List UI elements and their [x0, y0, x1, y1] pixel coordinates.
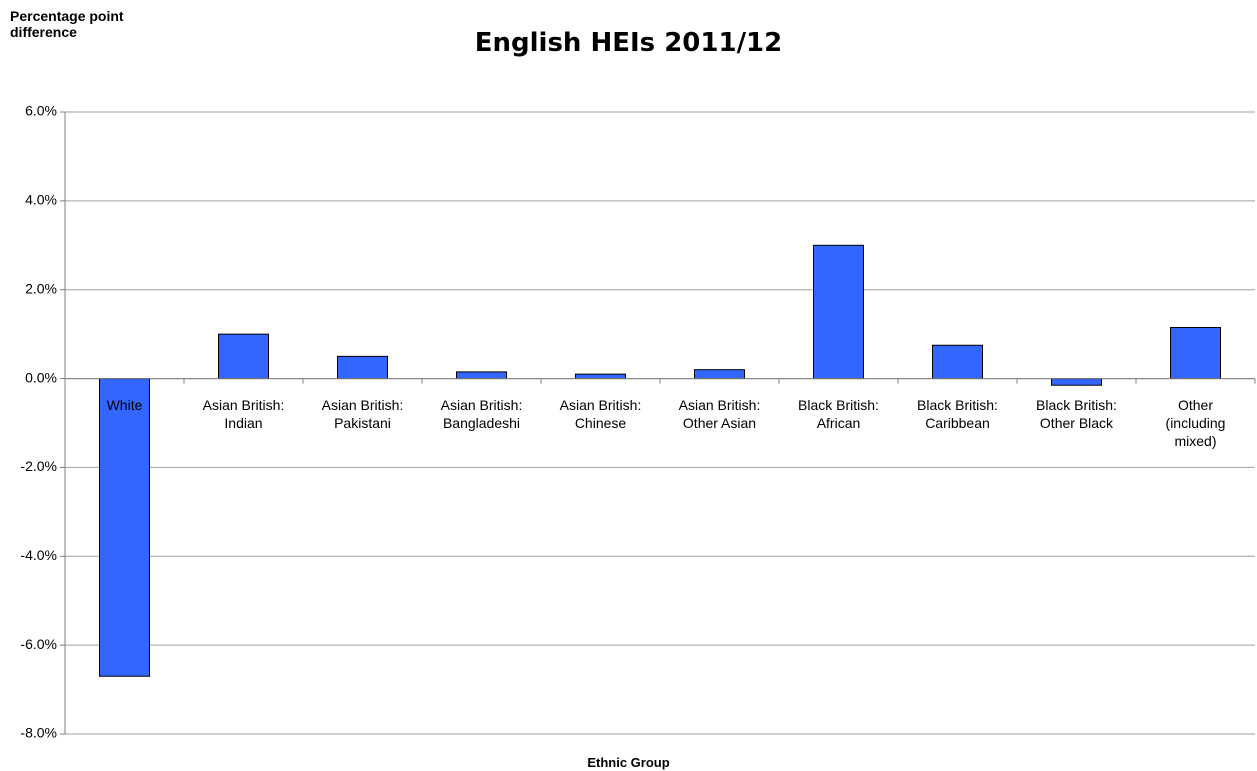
y-tick-label: -2.0% [20, 458, 57, 474]
chart-title: English HEIs 2011/12 [474, 28, 783, 58]
bar [1170, 326, 1221, 380]
bar [99, 378, 150, 677]
bar [1051, 378, 1102, 386]
y-tick-label: 0.0% [25, 369, 57, 385]
x-tick-label: Black British: Caribbean [917, 396, 998, 431]
bar [932, 344, 983, 380]
y-tick-label: -6.0% [20, 636, 57, 652]
bar [218, 333, 269, 380]
x-tick-label: Asian British: Other Asian [678, 396, 761, 431]
x-tick-label: Asian British: Chinese [559, 396, 642, 431]
bar [456, 371, 507, 380]
bar [694, 369, 745, 380]
y-tick-label: 4.0% [25, 192, 57, 208]
x-tick-label: Black British: African [798, 396, 879, 431]
x-axis-title: Ethnic Group [587, 755, 670, 770]
y-axis-title: Percentage point difference [10, 8, 124, 40]
x-tick-label: Other (including mixed) [1165, 396, 1226, 449]
y-tick-label: 6.0% [25, 103, 57, 119]
x-tick-label: Asian British: Pakistani [321, 396, 404, 431]
y-tick-label: -4.0% [20, 547, 57, 563]
y-tick-label: 2.0% [25, 280, 57, 296]
bar [337, 355, 388, 380]
y-tick-label: -8.0% [20, 725, 57, 741]
bar [575, 373, 626, 380]
x-tick-label: White [106, 396, 143, 413]
x-tick-label: Black British: Other Black [1036, 396, 1117, 431]
x-tick-label: Asian British: Bangladeshi [440, 396, 523, 431]
bar [813, 244, 864, 380]
x-tick-label: Asian British: Indian [202, 396, 285, 431]
